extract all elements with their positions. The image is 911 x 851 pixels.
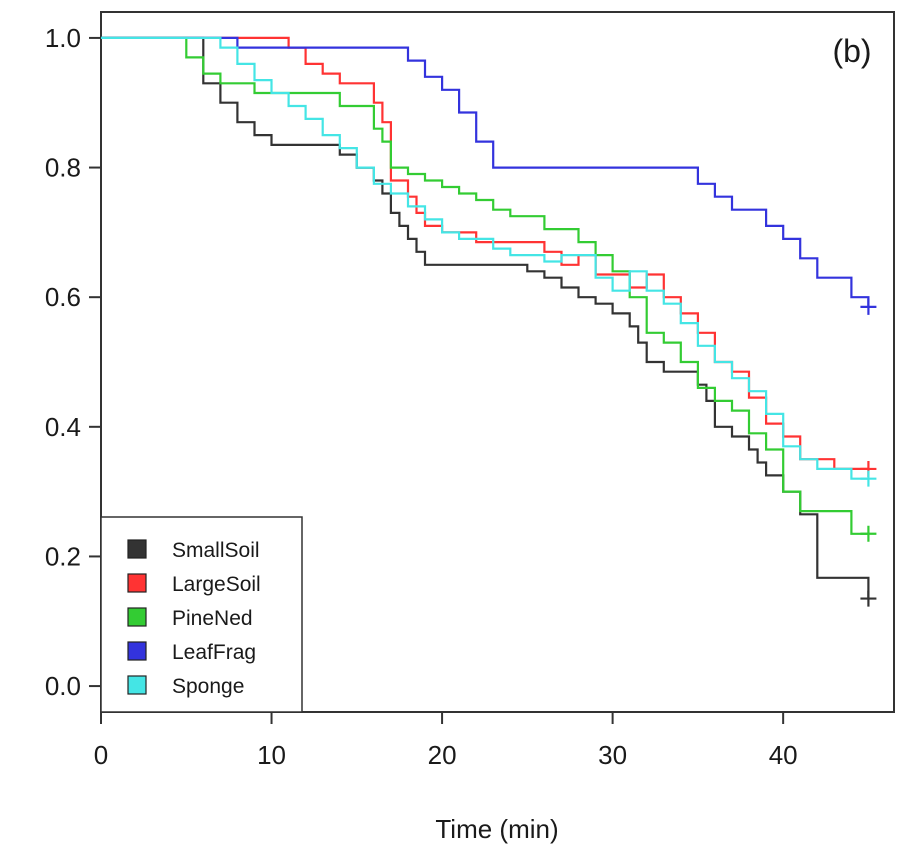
censor-mark-smallsoil: [860, 590, 877, 607]
series-line-smallsoil: [101, 36, 870, 599]
y-tick-label: 0.2: [45, 541, 81, 571]
series-line-leaffrag: [101, 36, 870, 307]
legend-swatch-leaffrag: [127, 641, 147, 661]
y-tick-label: 0.0: [45, 671, 81, 701]
legend-label: LargeSoil: [172, 573, 261, 596]
x-tick-label: 20: [428, 740, 457, 770]
x-tick-label: 30: [598, 740, 627, 770]
x-tick-label: 40: [769, 740, 798, 770]
legend-label: Sponge: [172, 675, 244, 698]
legend-swatch-sponge: [127, 675, 147, 695]
series-line-sponge: [101, 36, 869, 480]
series-layer: [101, 36, 877, 607]
series-line-pinened: [101, 36, 869, 535]
panel-annotation: (b): [832, 33, 871, 69]
legend-swatch-pinened: [127, 607, 147, 627]
legend-swatch-smallsoil: [127, 539, 147, 559]
y-tick-label: 1.0: [45, 23, 81, 53]
legend-entries: SmallSoil LargeSoil PineNed LeafFrag Sponge: [127, 539, 261, 698]
x-axis: 0 10 20 30 40: [94, 712, 798, 770]
y-tick-label: 0.6: [45, 282, 81, 312]
y-axis: 0.0 0.2 0.4 0.6 0.8 1.0: [45, 23, 101, 701]
legend-swatch-largesoil: [127, 573, 147, 593]
censor-mark-pinened: [860, 525, 877, 542]
legend-label: SmallSoil: [172, 539, 260, 562]
y-tick-label: 0.4: [45, 412, 81, 442]
x-tick-label: 0: [94, 740, 108, 770]
x-axis-label: Time (min): [435, 814, 558, 844]
censor-mark-leaffrag: [860, 298, 877, 315]
y-tick-label: 0.8: [45, 153, 81, 183]
legend-label: LeafFrag: [172, 641, 256, 664]
legend: SmallSoil LargeSoil PineNed LeafFrag Sponge: [100, 516, 303, 713]
censor-mark-sponge: [860, 470, 877, 487]
x-tick-label: 10: [257, 740, 286, 770]
legend-label: PineNed: [172, 607, 253, 630]
